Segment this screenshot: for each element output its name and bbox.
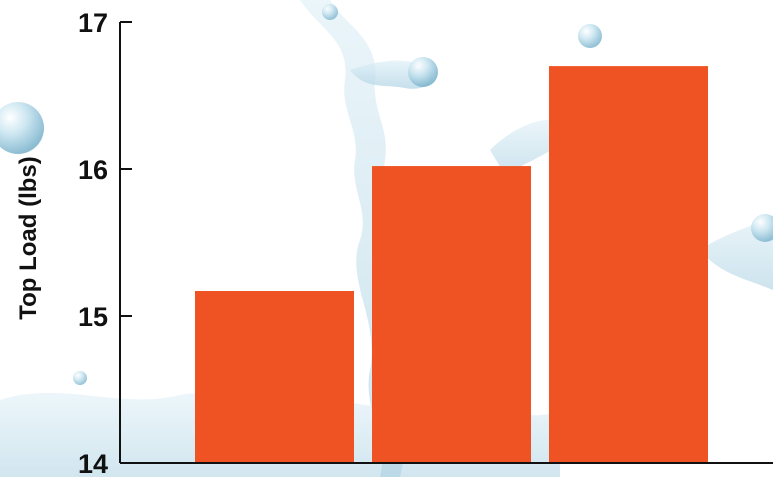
bar-1 [195, 291, 354, 463]
y-tick-label: 16 [78, 155, 108, 185]
bar-3 [549, 66, 708, 463]
y-ticks-group: 14 15 16 17 [78, 8, 132, 477]
axes-group [119, 22, 773, 464]
y-tick-label: 17 [78, 8, 108, 38]
y-tick-label: 14 [78, 449, 108, 477]
y-tick-label: 15 [78, 302, 108, 332]
bars-group [195, 66, 708, 463]
bar-2 [372, 166, 531, 463]
y-axis-title: Top Load (lbs) [15, 156, 42, 320]
